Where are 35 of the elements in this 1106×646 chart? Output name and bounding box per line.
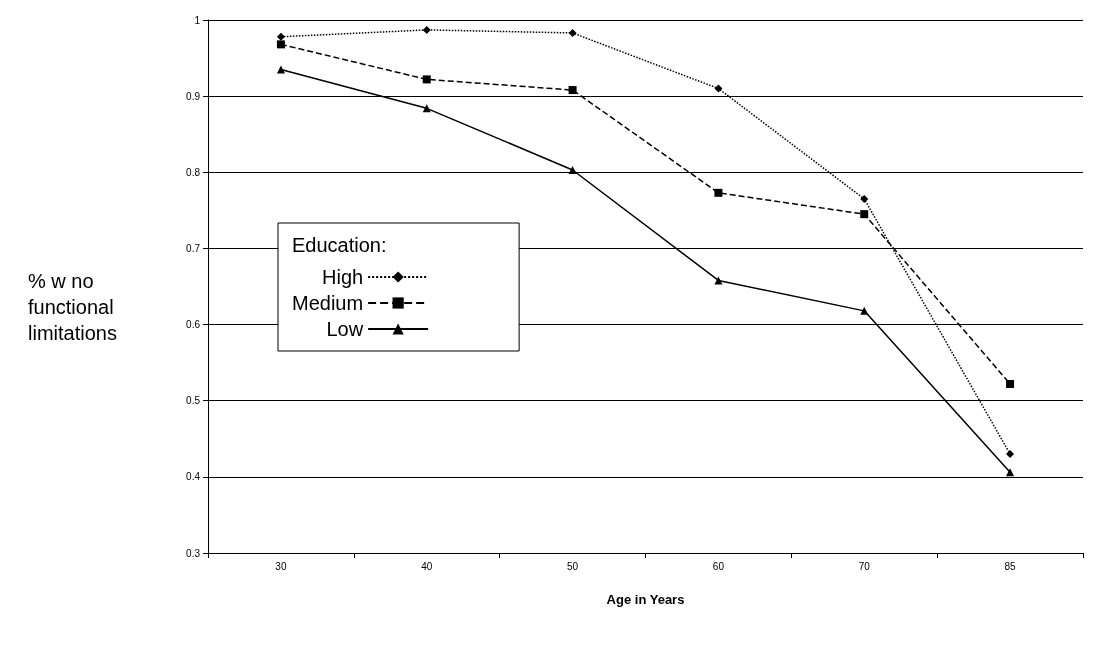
x-tick-label: 40 [421,560,433,572]
point [860,210,869,219]
point [860,194,869,203]
x-axis-title: Age in Years [606,592,685,607]
y-tick-label: 0.5 [186,395,201,407]
y-tick-label: 0.9 [186,90,201,102]
y-tick-label: 0.6 [186,319,201,331]
y-tick-label: 0.3 [186,547,201,559]
point [422,75,431,84]
legend-title: Education: [292,234,387,256]
x-tick-label: 85 [1004,560,1017,572]
point [860,306,869,315]
legend-label: Medium [291,292,364,314]
point [714,84,723,93]
point [276,32,285,41]
point [276,40,285,49]
point [714,188,723,197]
legend-label: High [321,266,364,288]
y-tick-label: 0.7 [186,242,201,254]
point [1006,468,1015,477]
point [422,25,431,34]
y-axis-title: % w no functional limitations [28,270,120,344]
x-tick-label: 60 [712,560,725,572]
y-tick-label: 0.4 [186,471,201,483]
point [568,28,577,37]
x-tick-label: 30 [275,560,287,572]
point [568,166,577,174]
point [568,86,577,95]
point [1006,450,1015,459]
legend-label: Low [326,318,364,340]
y-tick-label: 1 [194,14,201,26]
x-tick-label: 50 [567,560,579,572]
x-tick-label: 70 [858,560,871,572]
point [1006,379,1015,388]
y-tick-label: 0.8 [186,166,201,178]
